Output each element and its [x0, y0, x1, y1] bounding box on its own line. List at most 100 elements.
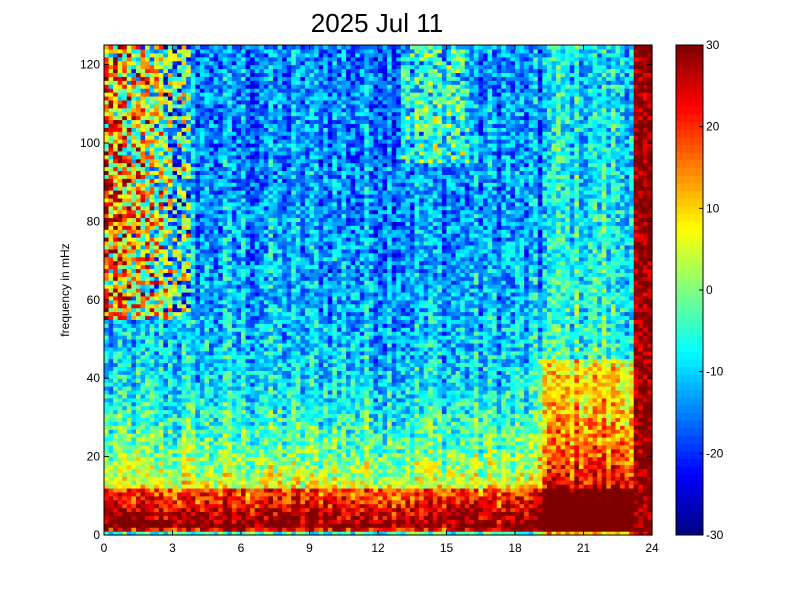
heatmap-cell	[204, 193, 210, 199]
heatmap-cell	[131, 386, 137, 391]
heatmap-cell	[122, 150, 128, 156]
heatmap-cell	[245, 48, 251, 54]
heatmap-cell	[218, 515, 224, 520]
heatmap-cell	[145, 288, 151, 293]
heatmap-cell	[272, 76, 279, 81]
heatmap-cell	[135, 456, 142, 462]
heatmap-cell	[241, 170, 247, 175]
heatmap-cell	[126, 323, 132, 328]
heatmap-cell	[195, 237, 201, 242]
heatmap-cell	[268, 527, 274, 532]
heatmap-cell	[149, 421, 155, 426]
heatmap-cell	[218, 331, 224, 336]
heatmap-cell	[259, 99, 265, 105]
heatmap-cell	[259, 276, 265, 281]
heatmap-cell	[145, 484, 151, 489]
heatmap-cell	[282, 315, 288, 320]
heatmap-cell	[181, 315, 187, 320]
heatmap-cell	[149, 307, 155, 313]
heatmap-cell	[108, 95, 114, 101]
heatmap-cell	[213, 358, 219, 364]
heatmap-cell	[154, 256, 160, 262]
heatmap-cell	[117, 170, 123, 175]
heatmap-cell	[149, 315, 155, 320]
heatmap-cell	[245, 460, 251, 466]
heatmap-cell	[140, 397, 146, 403]
heatmap-cell	[199, 331, 206, 336]
heatmap-cell	[199, 484, 206, 489]
heatmap-cell	[195, 48, 201, 54]
heatmap-cell	[126, 221, 132, 226]
heatmap-cell	[135, 350, 142, 356]
heatmap-cell	[195, 170, 201, 175]
heatmap-cell	[177, 386, 183, 391]
heatmap-cell	[263, 201, 269, 207]
heatmap-cell	[195, 421, 201, 426]
heatmap-cell	[209, 252, 215, 258]
heatmap-cell	[167, 201, 174, 207]
heatmap-cell	[199, 197, 206, 203]
heatmap-cell	[245, 111, 251, 117]
heatmap-cell	[218, 135, 224, 140]
heatmap-cell	[172, 174, 178, 179]
heatmap-cell	[181, 401, 187, 407]
heatmap-cell	[186, 48, 192, 54]
heatmap-cell	[149, 276, 155, 281]
heatmap-cell	[190, 166, 196, 172]
heatmap-cell	[113, 288, 119, 293]
heatmap-cell	[231, 499, 238, 505]
heatmap-cell	[158, 511, 164, 516]
heatmap-cell	[259, 448, 265, 454]
heatmap-cell	[231, 268, 238, 273]
heatmap-cell	[272, 354, 279, 360]
heatmap-cell	[209, 527, 215, 532]
heatmap-cell	[222, 150, 228, 156]
heatmap-cell	[272, 170, 279, 175]
heatmap-cell	[204, 115, 210, 121]
heatmap-cell	[272, 386, 279, 391]
heatmap-cell	[145, 417, 151, 422]
heatmap-cell	[213, 460, 219, 466]
heatmap-cell	[158, 135, 164, 140]
heatmap-cell	[236, 60, 242, 66]
heatmap-cell	[195, 319, 201, 324]
heatmap-cell	[122, 311, 128, 317]
heatmap-cell	[108, 523, 114, 528]
heatmap-cell	[190, 248, 196, 254]
heatmap-cell	[108, 527, 114, 532]
heatmap-cell	[259, 237, 265, 242]
heatmap-cell	[218, 382, 224, 387]
heatmap-cell	[272, 64, 279, 70]
heatmap-cell	[277, 209, 283, 215]
heatmap-cell	[204, 464, 210, 469]
heatmap-cell	[199, 60, 206, 66]
heatmap-cell	[245, 291, 251, 297]
heatmap-cell	[113, 284, 119, 289]
heatmap-cell	[108, 429, 114, 434]
heatmap-cell	[154, 519, 160, 524]
heatmap-cell	[158, 382, 164, 387]
heatmap-cell	[158, 244, 164, 250]
heatmap-cell	[231, 72, 238, 77]
heatmap-cell	[113, 440, 119, 446]
heatmap-cell	[277, 95, 283, 101]
heatmap-cell	[241, 135, 247, 140]
heatmap-cell	[227, 233, 233, 238]
heatmap-cell	[190, 444, 196, 450]
heatmap-cell	[135, 64, 142, 70]
heatmap-cell	[177, 45, 183, 50]
heatmap-cell	[199, 139, 206, 144]
heatmap-cell	[222, 323, 228, 328]
heatmap-cell	[254, 319, 260, 324]
heatmap-cell	[277, 417, 283, 422]
heatmap-cell	[163, 397, 169, 403]
heatmap-cell	[113, 244, 119, 250]
heatmap-cell	[140, 523, 146, 528]
heatmap-cell	[145, 315, 151, 320]
heatmap-cell	[172, 523, 178, 528]
heatmap-cell	[131, 366, 137, 371]
heatmap-cell	[163, 139, 169, 144]
heatmap-cell	[272, 527, 279, 532]
heatmap-cell	[140, 92, 146, 97]
heatmap-cell	[222, 523, 228, 528]
